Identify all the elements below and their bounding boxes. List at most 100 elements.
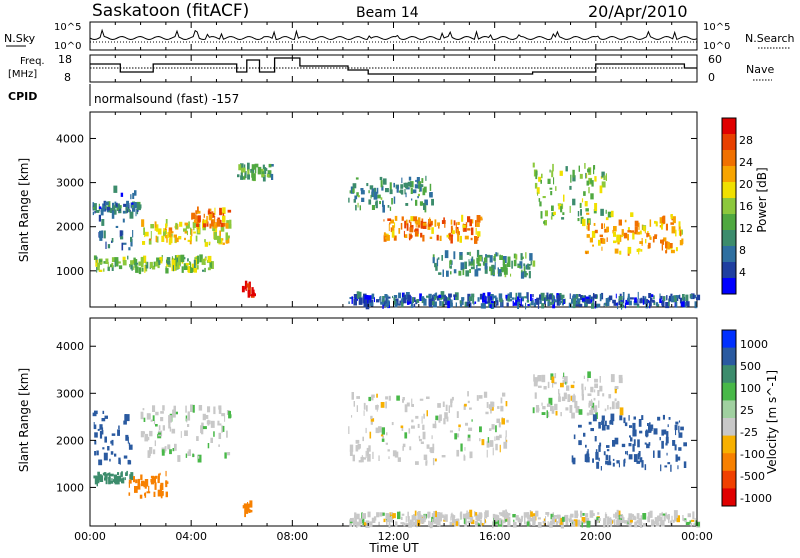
heatmap-cell — [498, 293, 503, 301]
heatmap-cell — [527, 263, 530, 267]
heatmap-cell — [209, 223, 212, 229]
heatmap-cell — [674, 514, 678, 522]
heatmap-cell — [447, 297, 450, 303]
heatmap-cell — [388, 456, 390, 459]
heatmap-cell — [373, 191, 378, 200]
colorbar-segment — [722, 262, 736, 279]
heatmap-cell — [654, 220, 657, 224]
heatmap-cell — [129, 211, 134, 219]
colorbar-segment — [722, 214, 736, 231]
heatmap-cell — [650, 297, 653, 302]
heatmap-cell — [373, 297, 375, 303]
heatmap-cell — [549, 301, 553, 306]
heatmap-cell — [203, 219, 207, 228]
heatmap-cell — [389, 189, 393, 195]
heatmap-cell — [614, 248, 619, 254]
heatmap-cell — [401, 301, 404, 308]
heatmap-cell — [471, 419, 473, 422]
heatmap-cell — [102, 203, 105, 212]
heatmap-cell — [355, 204, 357, 211]
heatmap-cell — [189, 261, 191, 265]
heatmap-cell — [404, 220, 407, 229]
heatmap-cell — [212, 222, 216, 229]
heatmap-cell — [644, 442, 647, 445]
heatmap-cell — [150, 224, 154, 229]
heatmap-cell — [629, 513, 631, 519]
heatmap-cell — [649, 219, 652, 227]
heatmap-cell — [448, 295, 451, 300]
colorbar-segment — [722, 246, 736, 263]
heatmap-cell — [685, 294, 689, 302]
velocity-colorbar-label: Velocity [m s^-1] — [765, 370, 779, 474]
nsearch-label: N.Search — [745, 32, 795, 45]
heatmap-cell — [421, 296, 425, 301]
freq-tick-high: 18 — [58, 53, 72, 66]
heatmap-cell — [615, 293, 617, 299]
heatmap-cell — [395, 301, 398, 306]
heatmap-cell — [613, 513, 615, 518]
heatmap-cell — [616, 519, 619, 526]
heatmap-cell — [203, 213, 205, 218]
heatmap-cell — [187, 424, 190, 427]
heatmap-cell — [388, 516, 391, 520]
heatmap-cell — [149, 238, 152, 241]
heatmap-cell — [510, 273, 512, 277]
heatmap-cell — [653, 301, 656, 306]
heatmap-cell — [97, 471, 100, 479]
heatmap-cell — [511, 297, 515, 300]
heatmap-cell — [93, 424, 97, 430]
heatmap-cell — [535, 170, 538, 176]
heatmap-cell — [213, 212, 215, 218]
heatmap-cell — [153, 261, 156, 267]
heatmap-cell — [624, 302, 627, 309]
heatmap-cell — [592, 296, 594, 302]
heatmap-cell — [437, 222, 440, 226]
heatmap-cell — [654, 234, 657, 239]
heatmap-cell — [168, 415, 172, 423]
heatmap-cell — [144, 492, 147, 498]
heatmap-cell — [648, 442, 651, 446]
heatmap-cell — [468, 427, 473, 431]
heatmap-cell — [552, 301, 556, 309]
heatmap-cell — [690, 522, 693, 527]
heatmap-cell — [581, 517, 586, 523]
heatmap-cell — [594, 436, 597, 442]
heatmap-cell — [666, 514, 670, 519]
heatmap-cell — [130, 472, 134, 481]
heatmap-cell — [670, 295, 674, 303]
heatmap-cell — [157, 489, 162, 497]
x-tick-label: 00:00 — [74, 530, 106, 543]
heatmap-cell — [521, 269, 523, 273]
heatmap-cell — [420, 517, 425, 524]
heatmap-cell — [657, 416, 661, 421]
heatmap-cell — [449, 259, 452, 265]
heatmap-cell — [127, 208, 131, 213]
heatmap-cell — [437, 519, 439, 526]
heatmap-cell — [495, 252, 498, 257]
heatmap-cell — [491, 264, 495, 272]
heatmap-cell — [99, 430, 103, 439]
heatmap-cell — [165, 481, 169, 484]
heatmap-cell — [442, 295, 444, 298]
heatmap-cell — [563, 194, 565, 202]
heatmap-cell — [433, 296, 437, 301]
heatmap-cell — [184, 222, 188, 226]
heatmap-cell — [587, 168, 591, 173]
heatmap-cell — [659, 437, 661, 441]
heatmap-cell — [445, 296, 447, 302]
heatmap-cell — [107, 244, 111, 249]
heatmap-cell — [411, 398, 413, 407]
heatmap-cell — [653, 428, 658, 435]
heatmap-cell — [415, 461, 419, 465]
heatmap-cell — [588, 421, 592, 425]
heatmap-cell — [389, 206, 392, 211]
heatmap-cell — [395, 298, 399, 305]
heatmap-cell — [492, 401, 495, 407]
heatmap-cell — [99, 475, 104, 482]
heatmap-cell — [436, 258, 439, 267]
heatmap-cell — [486, 441, 490, 448]
heatmap-cell — [369, 521, 373, 528]
heatmap-cell — [192, 404, 195, 413]
heatmap-cell — [413, 514, 416, 518]
